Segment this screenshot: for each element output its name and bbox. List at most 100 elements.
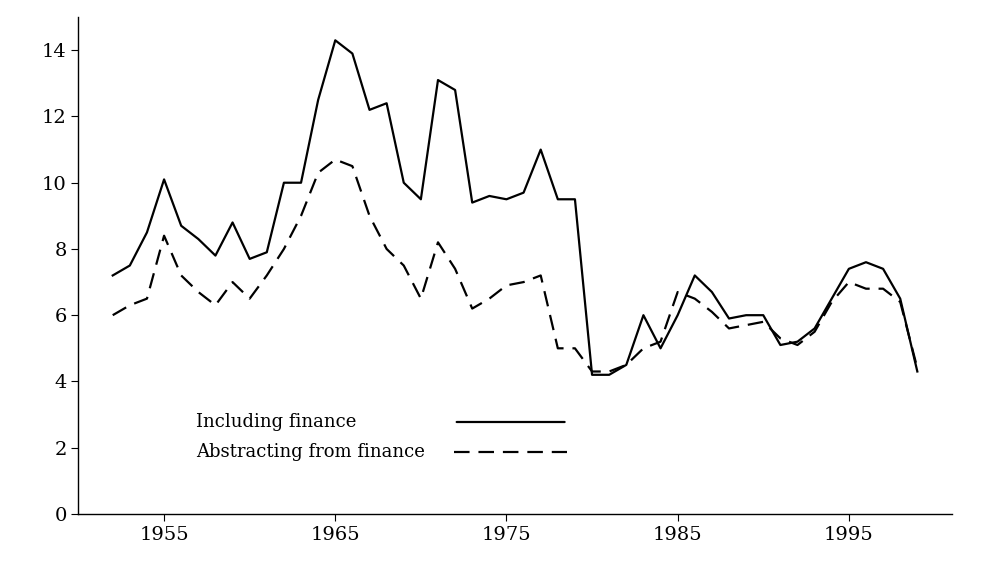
Including finance: [895, 295, 906, 302]
Including finance: [398, 179, 410, 186]
Text: Including finance: Including finance: [196, 413, 357, 431]
Abstracting from finance: [808, 328, 820, 335]
Abstracting from finance: [826, 299, 838, 305]
Abstracting from finance: [860, 286, 872, 292]
Including finance: [843, 266, 854, 272]
Including finance: [672, 312, 684, 319]
Abstracting from finance: [158, 232, 170, 239]
Abstracting from finance: [244, 295, 256, 302]
Including finance: [261, 249, 273, 256]
Including finance: [706, 288, 718, 295]
Including finance: [620, 361, 632, 368]
Abstracting from finance: [587, 368, 598, 375]
Abstracting from finance: [843, 279, 854, 286]
Abstracting from finance: [620, 361, 632, 368]
Including finance: [415, 196, 427, 203]
Including finance: [774, 341, 786, 348]
Abstracting from finance: [569, 345, 581, 352]
Abstracting from finance: [176, 272, 187, 279]
Abstracting from finance: [295, 212, 307, 219]
Abstracting from finance: [398, 262, 410, 269]
Abstracting from finance: [330, 156, 341, 163]
Including finance: [587, 371, 598, 378]
Abstracting from finance: [312, 170, 324, 176]
Abstracting from finance: [466, 305, 478, 312]
Abstracting from finance: [192, 288, 204, 295]
Abstracting from finance: [911, 365, 923, 372]
Line: Including finance: Including finance: [113, 41, 917, 375]
Including finance: [124, 262, 135, 269]
Abstracting from finance: [449, 266, 461, 272]
Including finance: [244, 255, 256, 262]
Including finance: [603, 371, 615, 378]
Including finance: [141, 229, 153, 236]
Including finance: [484, 192, 495, 199]
Abstracting from finance: [432, 239, 443, 246]
Abstracting from finance: [877, 286, 889, 292]
Including finance: [792, 338, 803, 345]
Including finance: [210, 252, 222, 259]
Including finance: [466, 199, 478, 206]
Including finance: [500, 196, 512, 203]
Abstracting from finance: [723, 325, 735, 332]
Abstracting from finance: [261, 272, 273, 279]
Including finance: [330, 37, 341, 44]
Including finance: [312, 96, 324, 103]
Abstracting from finance: [484, 295, 495, 302]
Abstracting from finance: [346, 163, 358, 170]
Including finance: [295, 179, 307, 186]
Including finance: [723, 315, 735, 322]
Including finance: [638, 312, 649, 319]
Abstracting from finance: [364, 212, 376, 219]
Abstracting from finance: [689, 295, 700, 302]
Abstracting from finance: [654, 338, 666, 345]
Abstracting from finance: [415, 295, 427, 302]
Abstracting from finance: [381, 246, 392, 252]
Including finance: [278, 179, 289, 186]
Abstracting from finance: [107, 312, 119, 319]
Including finance: [346, 50, 358, 57]
Including finance: [449, 87, 461, 94]
Abstracting from finance: [741, 321, 752, 328]
Including finance: [107, 272, 119, 279]
Including finance: [689, 272, 700, 279]
Abstracting from finance: [706, 308, 718, 315]
Abstracting from finance: [227, 279, 238, 286]
Abstracting from finance: [895, 299, 906, 305]
Abstracting from finance: [774, 335, 786, 342]
Including finance: [192, 236, 204, 243]
Abstracting from finance: [535, 272, 546, 279]
Including finance: [364, 106, 376, 113]
Including finance: [176, 222, 187, 229]
Including finance: [535, 146, 546, 153]
Including finance: [227, 219, 238, 226]
Abstracting from finance: [210, 302, 222, 309]
Including finance: [432, 77, 443, 83]
Abstracting from finance: [603, 368, 615, 375]
Including finance: [741, 312, 752, 319]
Including finance: [808, 325, 820, 332]
Including finance: [911, 368, 923, 375]
Line: Abstracting from finance: Abstracting from finance: [113, 159, 917, 372]
Including finance: [654, 345, 666, 352]
Including finance: [826, 295, 838, 302]
Text: Abstracting from finance: Abstracting from finance: [196, 443, 425, 461]
Abstracting from finance: [552, 345, 564, 352]
Abstracting from finance: [500, 282, 512, 289]
Including finance: [757, 312, 769, 319]
Abstracting from finance: [518, 279, 530, 286]
Abstracting from finance: [124, 302, 135, 309]
Abstracting from finance: [792, 341, 803, 348]
Including finance: [518, 189, 530, 196]
Including finance: [877, 266, 889, 272]
Abstracting from finance: [672, 288, 684, 295]
Including finance: [860, 259, 872, 266]
Abstracting from finance: [141, 295, 153, 302]
Abstracting from finance: [757, 319, 769, 325]
Abstracting from finance: [638, 345, 649, 352]
Including finance: [381, 100, 392, 107]
Abstracting from finance: [278, 246, 289, 252]
Including finance: [569, 196, 581, 203]
Including finance: [552, 196, 564, 203]
Including finance: [158, 176, 170, 183]
